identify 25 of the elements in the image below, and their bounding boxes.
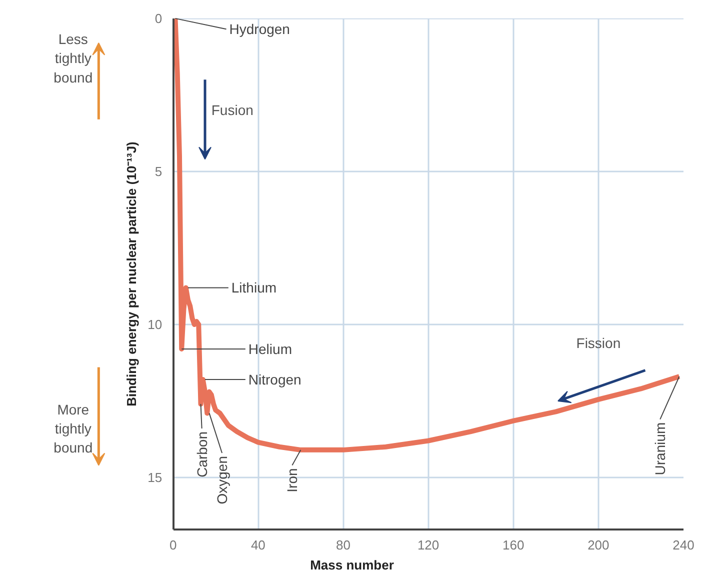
x-tick-label: 80 — [336, 538, 350, 552]
annotation: Oxygen — [214, 456, 230, 504]
text: More tightly bound — [54, 401, 93, 456]
y-axis-title: Binding energy per nuclear particle (10⁻¹³J) — [124, 142, 140, 406]
annotation: Fission — [576, 334, 621, 351]
text: Less tightly bound — [54, 31, 93, 86]
annotation: Hydrogen — [229, 21, 290, 38]
annotation: Iron — [284, 468, 300, 492]
annotation: Fusion — [211, 102, 254, 118]
y-tick-label: 10 — [148, 316, 162, 332]
annotation: Helium — [248, 340, 292, 357]
x-tick-label: 160 — [502, 538, 524, 552]
x-tick-label: 0 — [169, 538, 177, 552]
annotation: Nitrogen — [248, 372, 302, 388]
x-tick-label: 240 — [672, 538, 694, 552]
x-tick-label: 40 — [250, 538, 266, 552]
y-tick-label: 5 — [154, 164, 162, 179]
y-tick-label: 15 — [148, 470, 162, 485]
annotation: Lithium — [231, 280, 277, 296]
x-tick-label: 120 — [417, 538, 440, 552]
annotation: Carbon — [194, 432, 210, 478]
annotation: Uranium — [652, 422, 668, 476]
x-tick-label: 200 — [588, 538, 610, 552]
x-axis-title: Mass number — [310, 558, 394, 572]
y-tick-label: 0 — [154, 10, 162, 26]
